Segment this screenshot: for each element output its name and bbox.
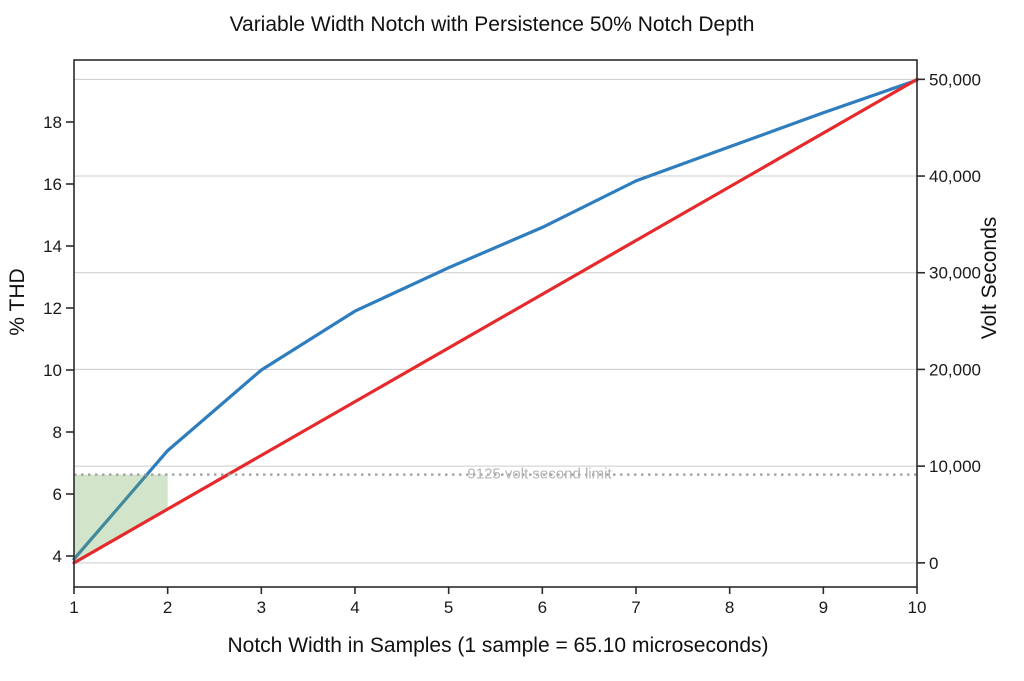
limit-line: 9125 volt second limit	[74, 466, 917, 483]
left-tick-label: 8	[53, 423, 62, 442]
left-tick-label: 10	[43, 361, 62, 380]
x-tick-label: 5	[444, 598, 453, 617]
x-tick-label: 2	[163, 598, 172, 617]
left-tick-label: 16	[43, 175, 62, 194]
x-tick-label: 7	[631, 598, 640, 617]
x-tick-label: 1	[69, 598, 78, 617]
right-tick-label: 10,000	[929, 457, 981, 476]
plot-border	[73, 59, 918, 588]
x-tick-label: 4	[350, 598, 359, 617]
right-tick-label: 40,000	[929, 167, 981, 186]
x-tick-label: 8	[725, 598, 734, 617]
x-axis-label: Notch Width in Samples (1 sample = 65.10…	[228, 634, 769, 657]
shaded-region	[74, 474, 168, 563]
axis-ticks	[66, 78, 925, 594]
x-tick-label: 3	[257, 598, 266, 617]
right-tick-label: 50,000	[929, 70, 981, 89]
gridlines	[74, 78, 917, 564]
right-tick-label: 30,000	[929, 264, 981, 283]
x-tick-label: 6	[538, 598, 547, 617]
left-tick-label: 12	[43, 299, 62, 318]
volt-seconds-line	[72, 77, 919, 565]
left-tick-label: 14	[43, 237, 62, 256]
thd-curve	[72, 78, 919, 561]
volt-seconds-curve	[72, 77, 919, 565]
axis-tick-labels: 1 2 3 4 5 6 7 8 9 104681012141618010,00020,00030,…	[43, 70, 981, 617]
right-tick-label: 20,000	[929, 360, 981, 379]
right-y-axis-label: Volt Seconds	[978, 217, 1001, 340]
chart-title: Variable Width Notch with Persistence 50…	[230, 13, 755, 36]
limit-line-label: 9125 volt second limit	[467, 466, 612, 483]
left-y-axis-label: % THD	[6, 268, 29, 335]
thd-series-line	[72, 78, 919, 561]
left-tick-label: 6	[53, 485, 62, 504]
operating-region-fill	[74, 474, 168, 563]
left-tick-label: 18	[43, 113, 62, 132]
left-tick-label: 4	[53, 547, 62, 566]
x-tick-label: 9	[819, 598, 828, 617]
x-tick-label: 10	[908, 598, 927, 617]
right-tick-label: 0	[929, 554, 938, 573]
plot-frame	[73, 59, 918, 588]
